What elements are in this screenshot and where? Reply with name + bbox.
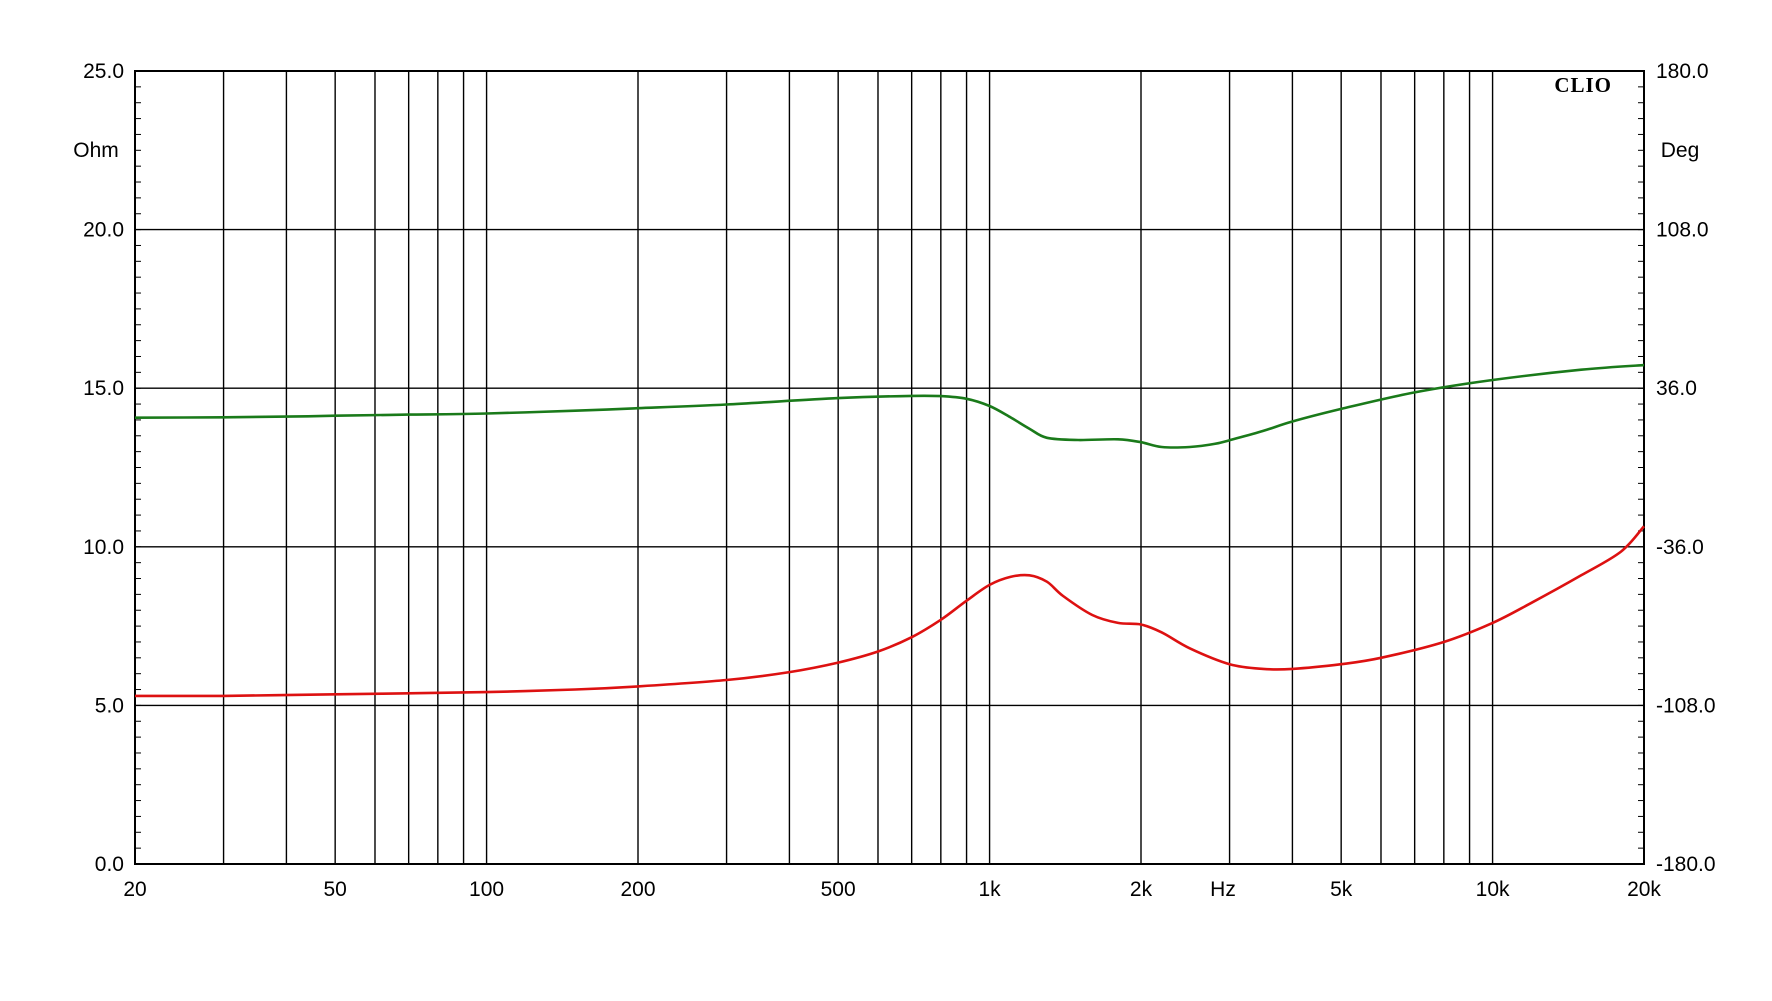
y-right-tick-label: -36.0 xyxy=(1656,536,1704,559)
y-right-tick-label: 36.0 xyxy=(1656,377,1697,400)
series-curves xyxy=(134,363,1645,698)
y-right-tick-labels: -180.0 -108.0 -36.0 36.0 108.0 180.0 xyxy=(1656,60,1716,876)
x-tick-label: 100 xyxy=(469,878,504,901)
x-tick-label: 1k xyxy=(978,878,1001,901)
y-left-tick-label: 20.0 xyxy=(83,219,124,242)
y-right-tick-label: 180.0 xyxy=(1656,60,1709,83)
x-tick-label: 20k xyxy=(1627,878,1661,901)
x-tick-label: 50 xyxy=(323,878,346,901)
x-tick-label: 2k xyxy=(1130,878,1153,901)
y-left-tick-label: 0.0 xyxy=(95,853,124,876)
y-right-tick-label: -108.0 xyxy=(1656,694,1716,717)
y-left-unit-label: Ohm xyxy=(73,139,119,162)
phase-curve xyxy=(134,363,1645,449)
x-tick-label: 20 xyxy=(123,878,146,901)
axis-minor-ticks xyxy=(135,70,1644,865)
x-tick-label: 10k xyxy=(1476,878,1510,901)
impedance-curve xyxy=(134,525,1645,698)
y-left-tick-label: 10.0 xyxy=(83,536,124,559)
y-left-tick-labels: 0.0 5.0 10.0 15.0 20.0 25.0 xyxy=(83,60,124,876)
horizontal-grid xyxy=(135,228,1644,707)
brand-label: CLIO xyxy=(1554,73,1612,97)
x-tick-label: 5k xyxy=(1330,878,1353,901)
x-tick-labels: 20 50 100 200 500 1k 2k 5k 10k 20k xyxy=(123,878,1661,901)
y-left-tick-label: 5.0 xyxy=(95,694,124,717)
x-tick-label: 500 xyxy=(821,878,856,901)
x-tick-label: 200 xyxy=(620,878,655,901)
vertical-grid xyxy=(222,71,1494,864)
plot-frame xyxy=(134,70,1645,865)
y-left-tick-label: 25.0 xyxy=(83,60,124,83)
y-right-tick-label: -180.0 xyxy=(1656,853,1716,876)
y-right-tick-label: 108.0 xyxy=(1656,219,1709,242)
y-right-unit-label: Deg xyxy=(1661,139,1700,162)
x-unit-label: Hz xyxy=(1210,878,1236,901)
y-left-tick-label: 15.0 xyxy=(83,377,124,400)
